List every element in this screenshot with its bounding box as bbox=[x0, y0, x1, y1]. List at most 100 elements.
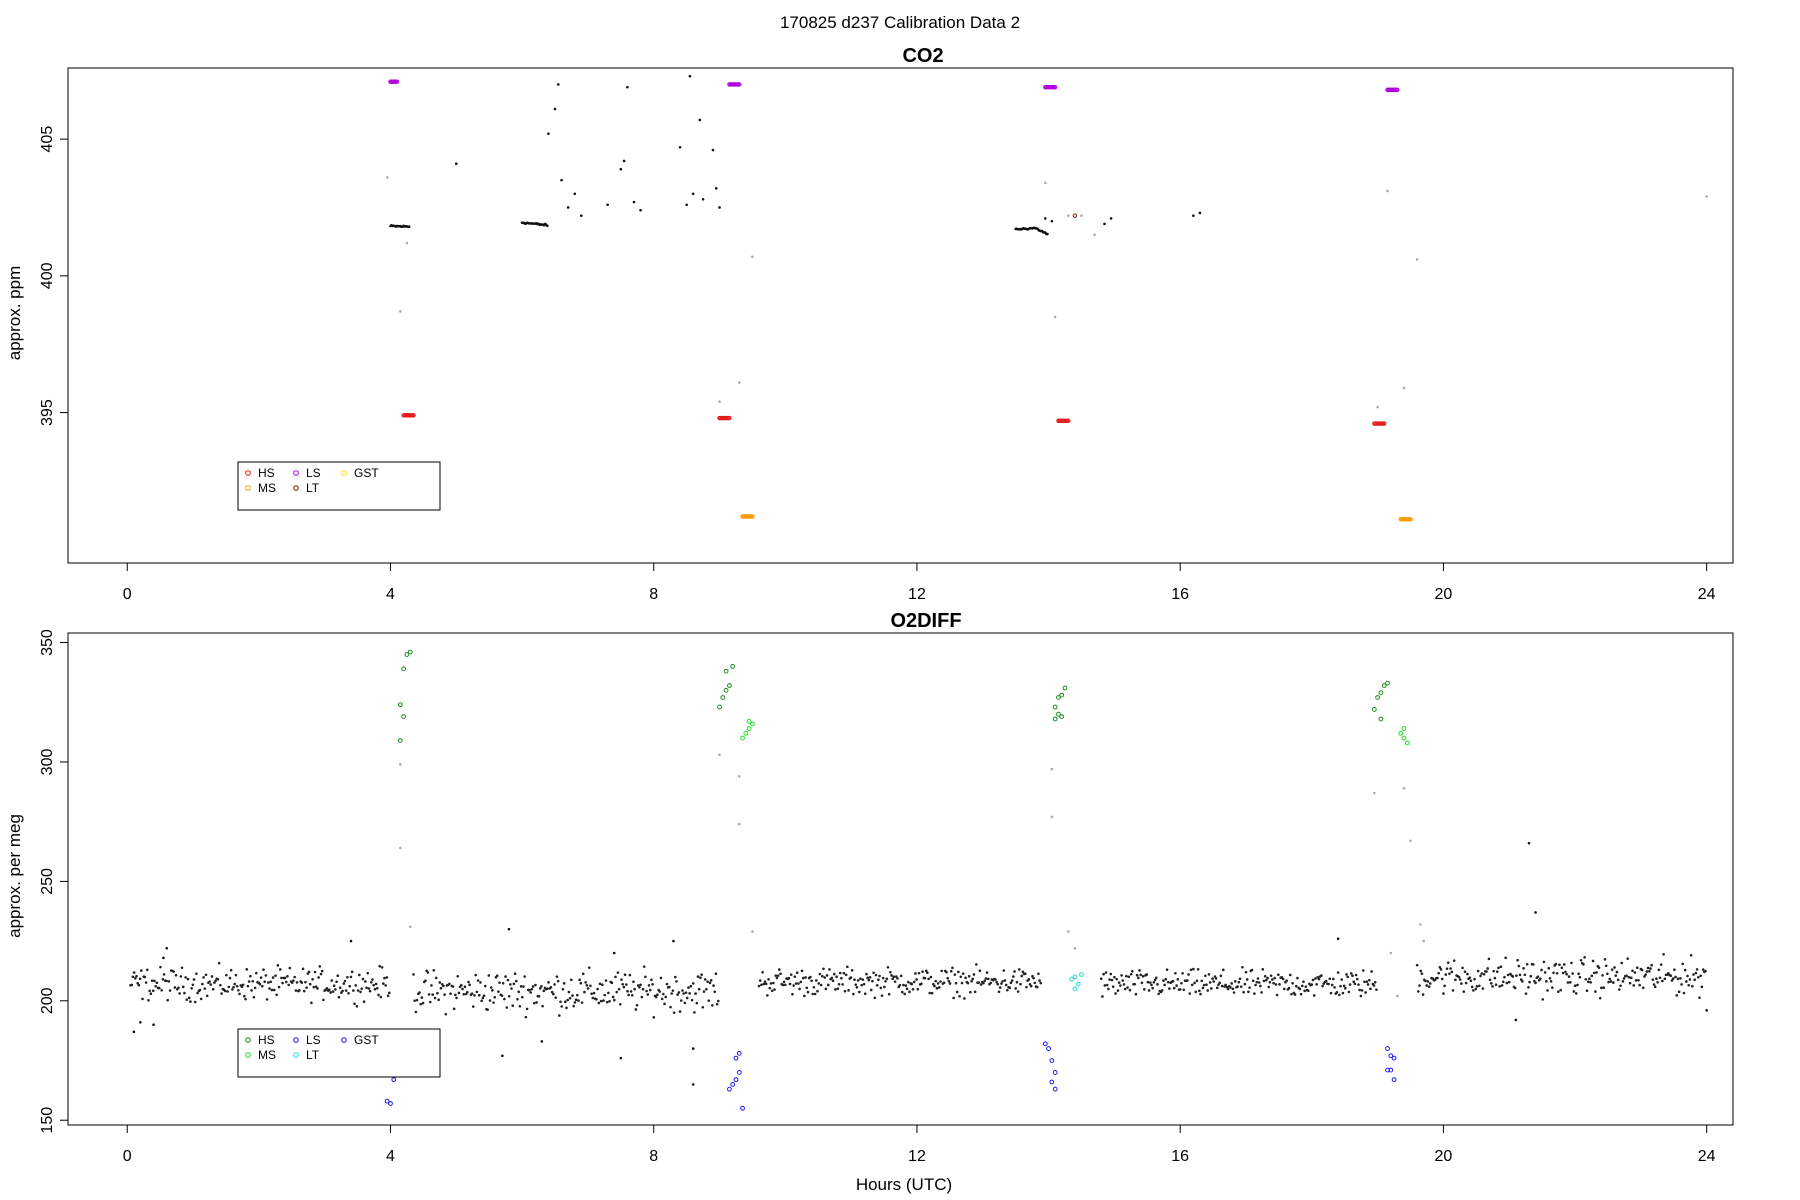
data-point bbox=[1009, 981, 1013, 985]
data-point bbox=[1134, 992, 1138, 996]
excluded-point bbox=[1389, 951, 1393, 955]
data-point bbox=[168, 989, 172, 992]
data-point bbox=[1629, 976, 1633, 980]
y-tick-label: 250 bbox=[39, 868, 56, 895]
data-point bbox=[603, 993, 607, 997]
data-point bbox=[788, 982, 792, 986]
calibration-point-ms bbox=[746, 726, 752, 731]
data-point bbox=[983, 979, 986, 983]
data-point bbox=[196, 991, 199, 995]
o2diff-panel-title: O2DIFF bbox=[890, 610, 961, 632]
calibration-point-ls bbox=[736, 1050, 742, 1056]
legend-marker bbox=[341, 1037, 347, 1043]
data-point bbox=[1230, 982, 1233, 985]
data-point bbox=[691, 982, 695, 985]
data-point bbox=[885, 977, 889, 981]
legend-marker bbox=[245, 470, 251, 476]
data-point bbox=[651, 982, 654, 986]
data-point bbox=[1306, 989, 1310, 992]
data-point bbox=[611, 995, 615, 999]
data-point bbox=[1492, 969, 1495, 973]
data-point bbox=[165, 946, 169, 950]
data-point bbox=[1214, 977, 1218, 980]
data-point bbox=[1302, 980, 1305, 983]
data-point bbox=[856, 979, 860, 982]
data-point bbox=[542, 989, 546, 993]
data-point bbox=[1457, 975, 1461, 979]
data-point bbox=[1245, 978, 1249, 981]
data-point bbox=[179, 975, 183, 978]
data-point bbox=[809, 975, 812, 979]
data-point bbox=[214, 979, 217, 983]
data-point bbox=[1448, 972, 1451, 976]
data-point bbox=[1107, 987, 1110, 991]
data-point bbox=[1548, 976, 1552, 980]
data-point bbox=[1196, 967, 1200, 971]
data-point bbox=[552, 992, 555, 996]
data-point bbox=[1016, 990, 1020, 993]
data-point bbox=[280, 976, 283, 980]
data-point bbox=[252, 995, 256, 999]
data-point bbox=[615, 990, 619, 994]
data-point bbox=[1127, 975, 1131, 979]
data-point bbox=[619, 167, 623, 171]
data-point bbox=[491, 989, 494, 992]
data-point bbox=[430, 984, 433, 987]
data-point bbox=[1627, 975, 1631, 979]
data-point bbox=[513, 972, 517, 976]
data-point bbox=[646, 993, 650, 996]
data-point bbox=[1608, 977, 1612, 981]
data-point bbox=[1231, 987, 1235, 991]
data-point bbox=[1503, 975, 1506, 979]
data-point bbox=[685, 203, 688, 207]
data-point bbox=[381, 982, 385, 985]
data-point bbox=[1146, 980, 1150, 984]
data-point bbox=[343, 979, 347, 983]
data-point bbox=[825, 974, 829, 977]
data-point bbox=[792, 984, 795, 987]
data-point bbox=[1591, 959, 1595, 963]
x-tick-label: 0 bbox=[123, 1148, 132, 1165]
legend-marker bbox=[293, 470, 299, 476]
data-point bbox=[1340, 978, 1344, 981]
data-point bbox=[1006, 988, 1009, 992]
data-point bbox=[1123, 987, 1127, 991]
data-point bbox=[1551, 986, 1554, 989]
data-point bbox=[921, 970, 924, 974]
data-point bbox=[1010, 979, 1014, 982]
data-point bbox=[1582, 962, 1585, 966]
data-point bbox=[1210, 987, 1213, 990]
data-point bbox=[1265, 978, 1268, 982]
data-point bbox=[591, 996, 595, 1000]
data-point bbox=[760, 983, 763, 987]
legend-marker bbox=[341, 470, 347, 476]
data-point bbox=[607, 991, 610, 995]
data-point bbox=[1294, 984, 1298, 988]
data-point bbox=[366, 971, 370, 975]
x-tick-label: 20 bbox=[1435, 586, 1453, 603]
data-point bbox=[328, 988, 331, 992]
data-point bbox=[795, 971, 799, 975]
data-point bbox=[1640, 968, 1644, 972]
data-point bbox=[1647, 969, 1651, 973]
legend-marker bbox=[245, 485, 251, 491]
data-point bbox=[135, 974, 138, 978]
data-point bbox=[375, 986, 379, 990]
data-point bbox=[1493, 976, 1497, 980]
data-point bbox=[669, 1005, 672, 1009]
data-point bbox=[698, 118, 702, 122]
calibration-point-ls bbox=[736, 1070, 742, 1075]
data-point bbox=[1141, 975, 1145, 978]
calibration-point-ms bbox=[1401, 726, 1407, 731]
excluded-point bbox=[1067, 930, 1070, 933]
data-point bbox=[963, 997, 966, 1000]
data-point bbox=[908, 990, 911, 994]
data-point bbox=[412, 973, 415, 976]
data-point bbox=[1321, 984, 1324, 988]
data-point bbox=[1201, 986, 1205, 990]
data-point bbox=[137, 983, 141, 987]
calibration-point-ls bbox=[733, 1055, 739, 1061]
data-point bbox=[1669, 974, 1673, 978]
data-point bbox=[1417, 990, 1420, 993]
